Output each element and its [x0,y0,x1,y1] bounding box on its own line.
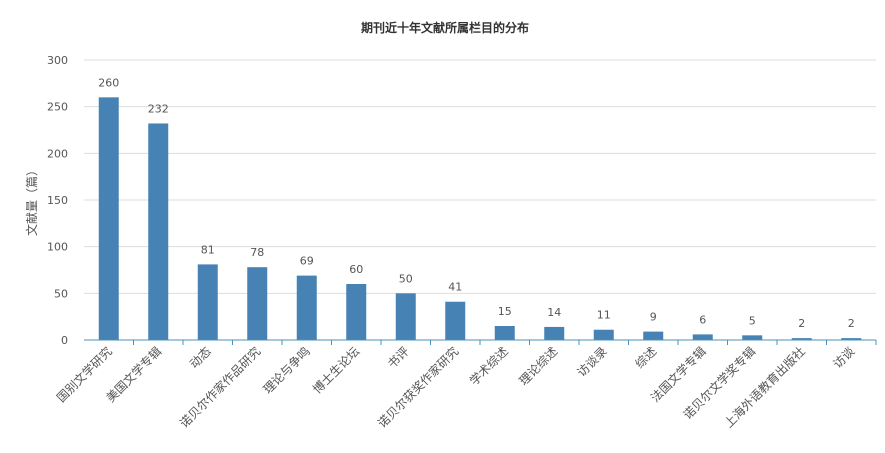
data-label: 9 [650,311,657,324]
bar [197,264,218,340]
bar [148,123,169,340]
bar [346,284,367,340]
data-label: 14 [547,306,561,319]
x-category-label: 理论与争鸣 [260,344,313,397]
bar [296,275,317,340]
bar [445,301,466,340]
data-label: 11 [597,309,611,322]
y-tick-label: 50 [54,287,68,300]
bar [494,326,515,340]
data-label: 260 [98,76,119,89]
x-category-label: 动态 [187,344,214,371]
bar [98,97,119,340]
data-label: 41 [448,281,462,294]
x-category-label: 博士生论坛 [309,344,362,397]
data-label: 232 [148,102,169,115]
y-tick-label: 300 [47,54,68,67]
gridlines [84,59,876,294]
data-label: 60 [349,263,363,276]
y-tick-label: 250 [47,101,68,114]
x-category-label: 诺贝尔获奖作家研究 [374,344,461,431]
y-tick-label: 0 [61,334,68,347]
y-tick-label: 100 [47,241,68,254]
bar [593,329,614,340]
data-label: 78 [250,246,264,259]
data-label: 81 [201,243,215,256]
y-axis-ticks: 0 50 100 150 200 250 300 [47,54,68,347]
bar [544,326,565,340]
bar [791,338,812,340]
data-label: 2 [798,317,805,330]
bar [841,338,862,340]
bar [247,267,268,340]
x-category-label: 理论综述 [517,344,561,388]
y-tick-label: 150 [47,194,68,207]
data-label: 50 [399,272,413,285]
data-label: 15 [498,305,512,318]
chart-title: 期刊近十年文献所属栏目的分布 [361,20,529,35]
data-label: 2 [848,317,855,330]
data-label: 6 [699,313,706,326]
data-labels: 260 232 81 78 69 60 50 41 15 14 11 9 6 5 2 2 [98,76,855,330]
y-tick-label: 200 [47,147,68,160]
x-category-label: 访谈 [830,344,857,371]
bar [643,331,664,340]
x-category-label: 书评 [385,344,412,371]
bar [395,293,416,340]
x-category-label: 上海外语教育出版社 [721,344,808,431]
bar [692,334,713,340]
x-category-label: 综述 [632,344,659,371]
x-category-label: 访谈录 [575,344,610,379]
bar [742,335,763,340]
data-label: 69 [300,255,314,268]
bars [98,97,862,340]
x-category-label: 诺贝尔作家作品研究 [176,344,263,431]
x-category-label: 学术综述 [466,344,511,389]
data-label: 5 [749,314,756,327]
y-axis-label: 文献量（篇） [24,164,39,236]
